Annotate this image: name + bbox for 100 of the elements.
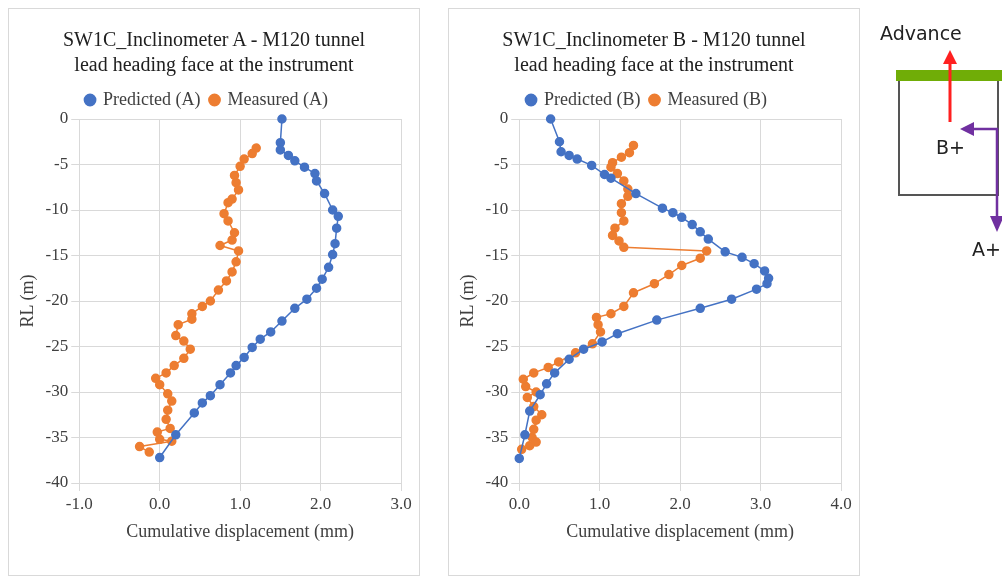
point <box>623 191 633 202</box>
x-tick-label: -1.0 <box>65 493 93 513</box>
point <box>616 152 627 162</box>
point <box>520 381 531 392</box>
point <box>235 161 245 172</box>
y-tick-label: -30 <box>45 381 69 401</box>
point <box>171 430 181 440</box>
point <box>657 203 668 213</box>
chart-title: SW1C_Inclinometer A - M120 tunnel lead heading face at the instrument <box>61 27 367 77</box>
point <box>311 283 322 294</box>
point <box>290 156 300 166</box>
x-tick-label: 4.0 <box>830 493 852 513</box>
point <box>171 330 181 341</box>
point <box>215 240 225 251</box>
point <box>537 410 547 420</box>
point <box>215 379 225 390</box>
point <box>219 208 229 219</box>
point <box>179 353 189 364</box>
point <box>283 150 294 161</box>
point <box>179 336 189 346</box>
y-tick-label: -40 <box>485 472 509 492</box>
point <box>522 392 533 403</box>
x-tick-label: 3.0 <box>749 493 772 513</box>
x-tick-label: 1.0 <box>589 493 611 513</box>
point <box>205 296 216 306</box>
point <box>197 301 208 312</box>
point <box>607 230 618 241</box>
y-tick-label: -10 <box>485 199 509 219</box>
point <box>610 223 620 233</box>
point <box>162 389 173 399</box>
point <box>631 188 641 199</box>
point <box>524 440 535 451</box>
y-tick-label: -20 <box>45 290 69 310</box>
legend-label: Predicted (A) <box>103 88 201 110</box>
point <box>154 434 165 445</box>
y-tick-label: -40 <box>45 472 69 492</box>
point <box>619 242 629 253</box>
x-tick-label: 3.0 <box>390 493 412 513</box>
point <box>652 315 662 325</box>
y-tick-label: 0 <box>499 108 509 128</box>
y-tick-label: -15 <box>45 244 69 264</box>
point <box>327 249 338 260</box>
y-axis-title: RL (m) <box>456 274 478 328</box>
point <box>593 319 603 330</box>
point <box>545 114 556 124</box>
point <box>231 177 241 188</box>
point <box>290 303 300 314</box>
point <box>154 379 165 390</box>
point <box>205 390 216 401</box>
point <box>225 368 236 378</box>
point <box>649 278 660 289</box>
y-tick-label: 0 <box>59 108 69 128</box>
y-tick-label: -25 <box>45 335 69 355</box>
point <box>302 294 312 304</box>
point <box>578 344 589 354</box>
y-tick-label: -35 <box>45 426 69 446</box>
point <box>541 379 552 389</box>
point <box>762 278 772 289</box>
y-tick-label: -35 <box>485 426 509 446</box>
point <box>323 262 334 273</box>
point <box>668 207 678 218</box>
point <box>619 301 629 312</box>
point <box>554 137 565 147</box>
y-tick-label: -20 <box>485 290 509 310</box>
point <box>134 441 145 452</box>
point <box>319 188 330 199</box>
point <box>528 368 539 378</box>
point <box>185 344 196 354</box>
y-tick-label: -5 <box>54 153 69 173</box>
point <box>330 238 340 249</box>
point <box>223 197 233 208</box>
point <box>664 269 674 280</box>
point <box>277 114 287 124</box>
point <box>213 285 224 295</box>
point <box>597 337 607 347</box>
point <box>275 145 286 155</box>
point <box>553 357 564 367</box>
point <box>247 342 257 353</box>
point <box>564 354 574 364</box>
legend-label: Measured (B) <box>667 88 767 110</box>
x-axis-title: Cumulative displacement (mm) <box>126 520 355 542</box>
point <box>616 198 627 209</box>
point <box>595 327 606 337</box>
point <box>628 288 639 298</box>
legend-label: Predicted (B) <box>544 88 641 110</box>
point <box>564 150 574 161</box>
point <box>255 334 265 344</box>
point <box>239 352 249 363</box>
point <box>277 316 287 326</box>
point <box>759 266 770 276</box>
x-tick-label: 2.0 <box>309 493 332 513</box>
point <box>299 162 310 172</box>
point <box>152 427 163 437</box>
point <box>150 373 161 384</box>
point <box>676 260 687 271</box>
point <box>317 274 327 284</box>
y-tick-label: -5 <box>494 153 509 173</box>
x-tick-label: 0.0 <box>508 493 530 513</box>
point <box>616 207 627 218</box>
point <box>265 327 276 337</box>
